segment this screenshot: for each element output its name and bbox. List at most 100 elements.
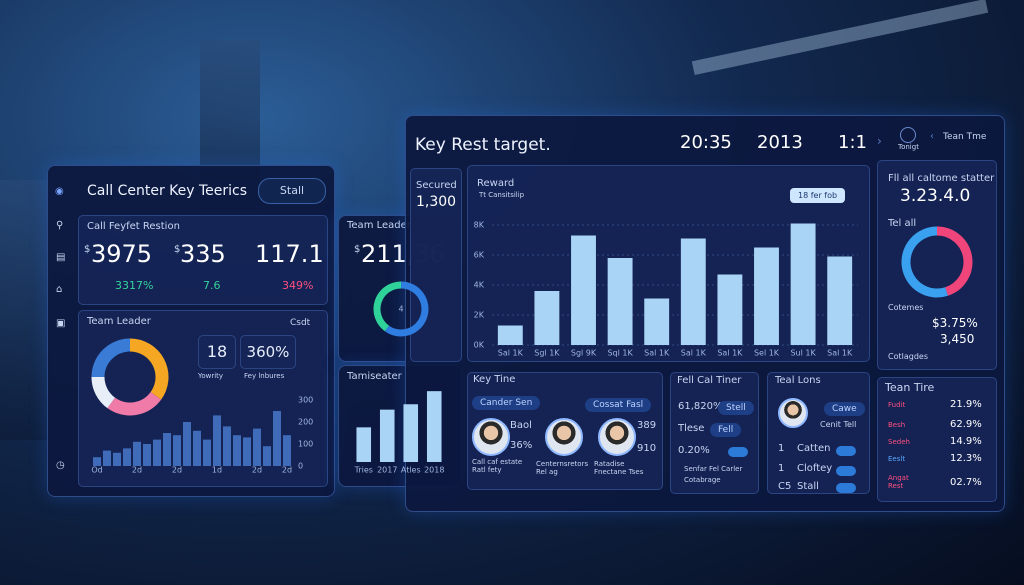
row-value: 02.7% bbox=[950, 477, 982, 488]
kpi-value: 3975 bbox=[91, 240, 153, 268]
bar bbox=[644, 298, 670, 345]
bar bbox=[607, 258, 633, 345]
person-stat: 36% bbox=[510, 440, 533, 451]
person-caption: Ratadise Fnectane Tses bbox=[594, 460, 644, 476]
x-tick-label: Sal 1K bbox=[827, 349, 853, 358]
x-tick-label: Sgl 1K bbox=[534, 349, 560, 358]
bar bbox=[193, 430, 201, 466]
sidebar-icon[interactable]: ⚲ bbox=[56, 220, 64, 231]
row-label: Tlese bbox=[678, 423, 705, 434]
bar bbox=[243, 437, 251, 466]
toggle[interactable] bbox=[728, 447, 748, 457]
bar bbox=[163, 433, 171, 466]
card-title: Tean Tire bbox=[885, 381, 935, 394]
x-tick-label: Atles bbox=[401, 466, 421, 475]
row-label: Angat Rest bbox=[888, 474, 909, 490]
bar bbox=[113, 452, 121, 466]
year: 2013 bbox=[757, 132, 803, 153]
tab[interactable]: Cander Sen bbox=[472, 396, 541, 410]
card-label: Tel all bbox=[888, 218, 917, 229]
clock-icon[interactable] bbox=[900, 127, 916, 143]
kpi-value: 335 bbox=[180, 240, 226, 268]
row-label: Sedeh bbox=[888, 438, 910, 446]
bar bbox=[253, 428, 261, 466]
bar bbox=[203, 439, 211, 466]
currency: $ bbox=[174, 244, 181, 255]
toggle[interactable] bbox=[836, 446, 856, 456]
panel-title: Call Center Key Teerics bbox=[87, 183, 248, 199]
donut-label: 4 bbox=[398, 305, 403, 314]
donut-segment bbox=[107, 391, 162, 416]
bar bbox=[403, 404, 419, 462]
donut-segment bbox=[901, 226, 948, 298]
x-tick-label: Sel 1K bbox=[754, 349, 780, 358]
bar bbox=[426, 391, 442, 462]
bar bbox=[103, 450, 111, 466]
currency: $ bbox=[84, 244, 91, 255]
tag[interactable]: Fell bbox=[710, 423, 742, 437]
row-label: Besh bbox=[888, 421, 906, 429]
toggle[interactable] bbox=[836, 466, 856, 476]
summary-card bbox=[877, 160, 997, 370]
next-icon[interactable]: › bbox=[877, 134, 882, 148]
bar bbox=[790, 223, 816, 345]
x-tick-label: Sql 1K bbox=[607, 349, 633, 358]
y-tick-label: 8K bbox=[474, 221, 485, 230]
tooltip: 18 fer fob bbox=[790, 188, 846, 203]
tab[interactable]: Cossat Fasl bbox=[585, 398, 652, 412]
x-tick-label: 2d bbox=[252, 466, 262, 475]
bar bbox=[534, 291, 560, 345]
row-index: C5 bbox=[778, 481, 792, 492]
y-tick-label: 4K bbox=[474, 281, 485, 290]
tag[interactable]: Cawe bbox=[824, 402, 865, 416]
bar bbox=[153, 439, 161, 466]
x-tick-label: Od bbox=[91, 466, 102, 475]
row-label: Stall bbox=[797, 481, 819, 492]
donut-segment bbox=[936, 226, 973, 296]
x-tick-label: 1d bbox=[212, 466, 222, 475]
panel-title: Tamiseater bbox=[347, 371, 402, 382]
stat-box: 360% bbox=[240, 335, 296, 369]
x-tick-label: Sal 1K bbox=[498, 349, 524, 358]
kpi-value: 117.1 bbox=[255, 240, 324, 268]
bar bbox=[143, 444, 151, 466]
card-title: Secured bbox=[416, 180, 457, 191]
tag[interactable]: Stell bbox=[718, 401, 754, 415]
bar bbox=[379, 409, 395, 462]
person-stat: Baol bbox=[510, 420, 532, 431]
sidebar-icon[interactable]: ◉ bbox=[55, 186, 64, 197]
person-stat: 389 bbox=[637, 420, 657, 431]
x-tick-label: Sgl 9K bbox=[571, 349, 597, 358]
bar bbox=[497, 325, 523, 345]
person-caption: Call caf estate Ratl fety bbox=[472, 458, 523, 474]
y-tick-label: 200 bbox=[298, 418, 313, 427]
row-label: Cotlagdes bbox=[888, 352, 928, 361]
y-tick-label: 0 bbox=[298, 462, 303, 471]
card-value: 3.23.4.0 bbox=[900, 186, 971, 206]
back-icon[interactable]: ‹ bbox=[930, 131, 934, 142]
header-link[interactable]: Tean Tme bbox=[943, 132, 987, 142]
bar bbox=[283, 435, 291, 466]
sidebar-icon[interactable]: ⌂ bbox=[56, 284, 63, 295]
donut-segment bbox=[373, 281, 402, 332]
avatar bbox=[778, 398, 808, 428]
row-label: Cenit Tell bbox=[820, 420, 857, 429]
toggle[interactable] bbox=[836, 483, 856, 493]
button[interactable]: Stall bbox=[258, 178, 326, 204]
kpi-change: 3317% bbox=[115, 279, 154, 292]
sidebar-icon[interactable]: ◷ bbox=[56, 460, 65, 471]
sidebar-icon[interactable]: ▤ bbox=[56, 252, 66, 263]
donut-segment bbox=[91, 338, 131, 378]
bar bbox=[133, 441, 141, 466]
sidebar-icon[interactable]: ▣ bbox=[56, 318, 66, 329]
stat-box: 18 bbox=[198, 335, 236, 369]
x-tick-label: Tries bbox=[354, 466, 373, 475]
row-label: Fudit bbox=[888, 401, 906, 409]
avatar bbox=[598, 418, 636, 456]
bar bbox=[717, 274, 743, 345]
card-action[interactable]: Csdt bbox=[290, 318, 311, 328]
person-stat: 910 bbox=[637, 443, 657, 454]
currency: $ bbox=[354, 244, 361, 255]
